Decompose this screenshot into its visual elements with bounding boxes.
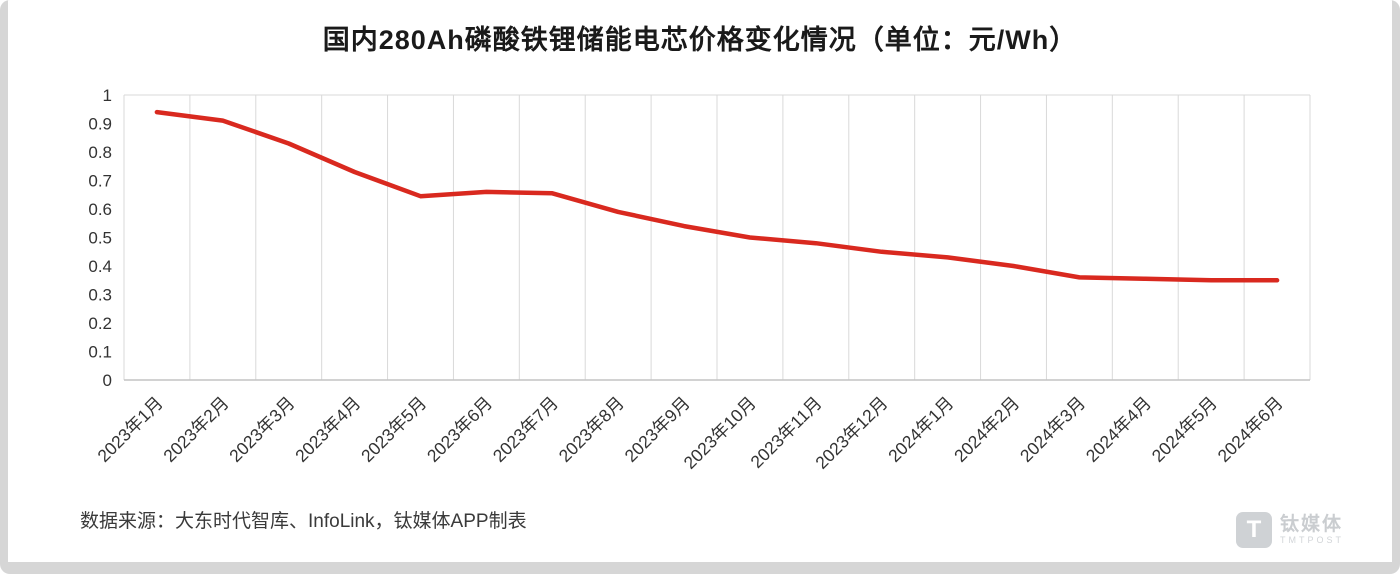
svg-text:2024年4月: 2024年4月 [1082,393,1155,466]
svg-text:0.9: 0.9 [88,115,112,134]
price-line [154,109,1280,283]
price-line-chart: 00.10.20.30.40.50.60.70.80.912023年1月2023… [88,86,1311,473]
svg-text:2023年4月: 2023年4月 [291,393,364,466]
svg-text:2023年6月: 2023年6月 [423,393,496,466]
source-note: 数据来源：大东时代智库、InfoLink，钛媒体APP制表 [80,511,527,532]
tmtpost-logo-icon: T [1236,512,1272,548]
svg-text:2023年8月: 2023年8月 [555,393,628,466]
x-axis-tick-labels: 2023年1月2023年2月2023年3月2023年4月2023年5月2023年… [93,393,1286,473]
svg-text:2024年5月: 2024年5月 [1148,393,1221,466]
y-axis-tick-labels: 0 0.1 0.2 0.3 0.4 0.5 0.6 0.7 0.8 0.9 1 [88,86,112,390]
svg-text:0.8: 0.8 [88,143,112,162]
svg-text:2024年1月: 2024年1月 [884,393,957,466]
svg-text:2024年6月: 2024年6月 [1214,393,1287,466]
svg-text:2023年2月: 2023年2月 [159,393,232,466]
chart-title: 国内280Ah磷酸铁锂储能电芯价格变化情况（单位：元/Wh） [322,25,1078,55]
svg-text:1: 1 [103,86,112,105]
watermark-sub: TMTPOST [1280,534,1344,545]
svg-text:2023年3月: 2023年3月 [225,393,298,466]
svg-text:0.4: 0.4 [88,257,112,276]
gridlines [123,94,1311,380]
svg-text:2024年3月: 2024年3月 [1016,393,1089,466]
svg-text:0.7: 0.7 [88,172,112,191]
svg-text:0: 0 [103,371,112,390]
svg-text:2023年5月: 2023年5月 [357,393,430,466]
tmtpost-watermark: T 钛媒体 TMTPOST [1236,512,1344,548]
svg-text:2024年2月: 2024年2月 [950,393,1023,466]
watermark-text: 钛媒体 TMTPOST [1280,513,1344,546]
chart-panel: 0 0.1 0.2 0.3 0.4 0.5 0.6 0.7 0.8 0.9 1 2023年1月 2023… [8,0,1392,562]
svg-text:0.6: 0.6 [88,200,112,219]
watermark-name: 钛媒体 [1280,513,1344,535]
svg-text:0.5: 0.5 [88,229,112,248]
svg-text:0.3: 0.3 [88,286,112,305]
svg-text:0.1: 0.1 [88,343,112,362]
svg-text:0.2: 0.2 [88,314,112,333]
svg-text:2023年7月: 2023年7月 [489,393,562,466]
svg-text:2023年1月: 2023年1月 [93,393,166,466]
